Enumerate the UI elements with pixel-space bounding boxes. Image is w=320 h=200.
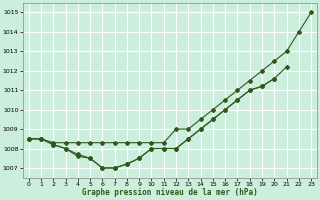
X-axis label: Graphe pression niveau de la mer (hPa): Graphe pression niveau de la mer (hPa) — [82, 188, 258, 197]
